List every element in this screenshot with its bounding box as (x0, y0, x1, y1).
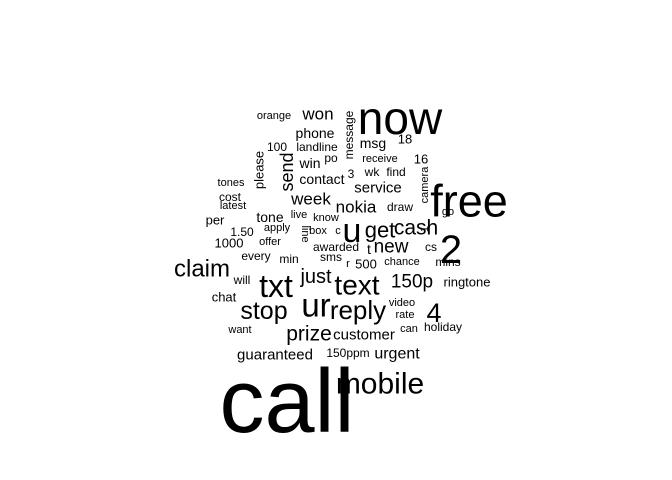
word-new: new (374, 237, 409, 258)
word-16: 16 (414, 152, 428, 167)
word-find: find (386, 165, 405, 179)
word-4: 4 (426, 298, 441, 328)
word-live: live (291, 209, 308, 221)
word-ringtone: ringtone (444, 275, 491, 290)
word-stop: stop (240, 297, 287, 325)
word-cost: cost (219, 190, 242, 204)
word-please: please (252, 151, 267, 189)
word-want: want (227, 324, 251, 336)
word-can: can (400, 323, 418, 335)
word-call: call (219, 352, 354, 452)
word-claim: claim (174, 256, 230, 283)
word-box: box (309, 225, 327, 237)
word-1000: 1000 (215, 236, 244, 251)
word-500: 500 (355, 257, 377, 272)
word-camera: camera (419, 166, 431, 204)
word-1-50: 1.50 (230, 225, 254, 239)
word-guaranteed: guaranteed (237, 347, 313, 364)
word-per: per (206, 213, 225, 228)
word-c: c (335, 225, 341, 237)
word-will: will (233, 273, 251, 287)
word-po: po (324, 151, 338, 165)
word-know: know (313, 212, 339, 224)
word-mobile: mobile (336, 368, 424, 401)
word-rate: rate (396, 309, 415, 321)
word-orange: orange (257, 110, 291, 122)
word-cash: cash (394, 217, 438, 240)
word-min: min (279, 252, 298, 266)
word-18: 18 (398, 132, 412, 147)
word-customer: customer (333, 327, 395, 344)
word-free: free (430, 176, 508, 227)
word-3: 3 (348, 167, 355, 181)
word-latest: latest (220, 200, 246, 212)
word-1: 1 (419, 226, 431, 232)
word-holiday: holiday (424, 320, 462, 334)
word-nokia: nokia (336, 198, 377, 217)
word-chance: chance (384, 256, 419, 268)
word-txt: txt (259, 268, 293, 304)
word-service: service (354, 180, 402, 197)
word-tone: tone (256, 209, 283, 225)
word-2: 2 (440, 228, 462, 272)
word-u: u (343, 212, 362, 250)
word-just: just (299, 266, 332, 288)
word-message: message (342, 110, 356, 159)
word-contact: contact (299, 171, 344, 187)
word-get: get (365, 218, 396, 243)
word-100: 100 (267, 140, 287, 154)
word-offer: offer (259, 236, 281, 248)
word-mins: mins (435, 255, 460, 269)
word-wk: wk (364, 165, 381, 179)
word-reply: reply (330, 295, 386, 325)
word-win: win (298, 155, 320, 171)
word-text: text (334, 270, 379, 301)
word-150p: 150p (391, 272, 433, 293)
word-150ppm: 150ppm (326, 346, 369, 360)
word-video: video (389, 297, 415, 309)
word-prize: prize (286, 323, 332, 346)
word-apply: apply (264, 222, 291, 234)
word-phone: phone (296, 125, 335, 141)
word-now: now (358, 92, 443, 144)
word-t: t (367, 241, 371, 257)
word-receive: receive (362, 153, 397, 165)
word-cs: cs (425, 240, 437, 254)
word-go: go (442, 206, 454, 218)
word-landline: landline (296, 140, 338, 154)
word-send: send (277, 152, 297, 191)
word-every: every (241, 249, 270, 263)
word-won: won (301, 105, 333, 124)
word-tones: tones (218, 177, 245, 189)
word-urgent: urgent (374, 346, 420, 363)
word-msg: msg (360, 135, 386, 151)
word-r: r (346, 258, 350, 270)
word-chat: chat (212, 290, 237, 305)
word-sms: sms (320, 250, 342, 264)
word-draw: draw (387, 200, 413, 214)
word-awarded: awarded (313, 240, 359, 254)
word-line: line (299, 225, 311, 242)
word-week: week (290, 190, 331, 209)
word-ur: ur (301, 287, 330, 324)
